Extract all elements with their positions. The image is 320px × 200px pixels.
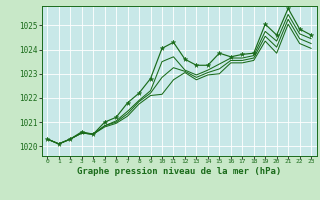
X-axis label: Graphe pression niveau de la mer (hPa): Graphe pression niveau de la mer (hPa)	[77, 167, 281, 176]
